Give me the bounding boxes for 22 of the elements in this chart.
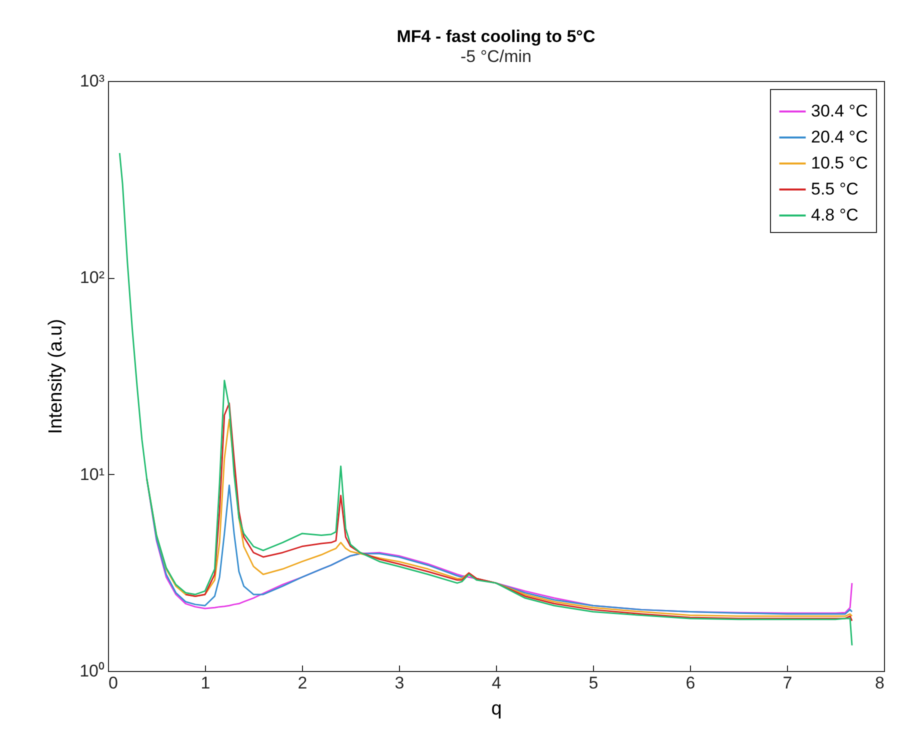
legend-label: 20.4 °C: [811, 128, 868, 146]
legend-label: 30.4 °C: [811, 102, 868, 120]
y-tick-label: 10³: [80, 72, 105, 90]
x-axis-title: q: [491, 698, 502, 720]
chart-subtitle: -5 °C/min: [460, 47, 532, 66]
x-tick-label: 2: [298, 674, 308, 692]
x-tick-label: 1: [200, 674, 210, 692]
x-tick-label: 3: [394, 674, 404, 692]
legend-label: 10.5 °C: [811, 154, 868, 172]
y-tick-label: 10²: [80, 268, 105, 288]
y-tick-label: 10⁰: [80, 662, 104, 680]
chart-title: MF4 - fast cooling to 5°C: [396, 27, 596, 46]
x-tick-label: 8: [875, 674, 884, 692]
x-tick-label: 4: [492, 674, 502, 692]
legend-label: 4.8 °C: [811, 206, 858, 224]
x-tick-label: 0: [108, 674, 118, 692]
x-tick-label: 7: [782, 674, 792, 692]
y-tick-label: 10¹: [80, 464, 105, 484]
x-tick-label: 6: [686, 674, 696, 692]
legend-label: 5.5 °C: [811, 180, 858, 198]
y-axis-title: Intensity (a.u): [46, 318, 67, 434]
x-tick-label: 5: [588, 674, 598, 692]
